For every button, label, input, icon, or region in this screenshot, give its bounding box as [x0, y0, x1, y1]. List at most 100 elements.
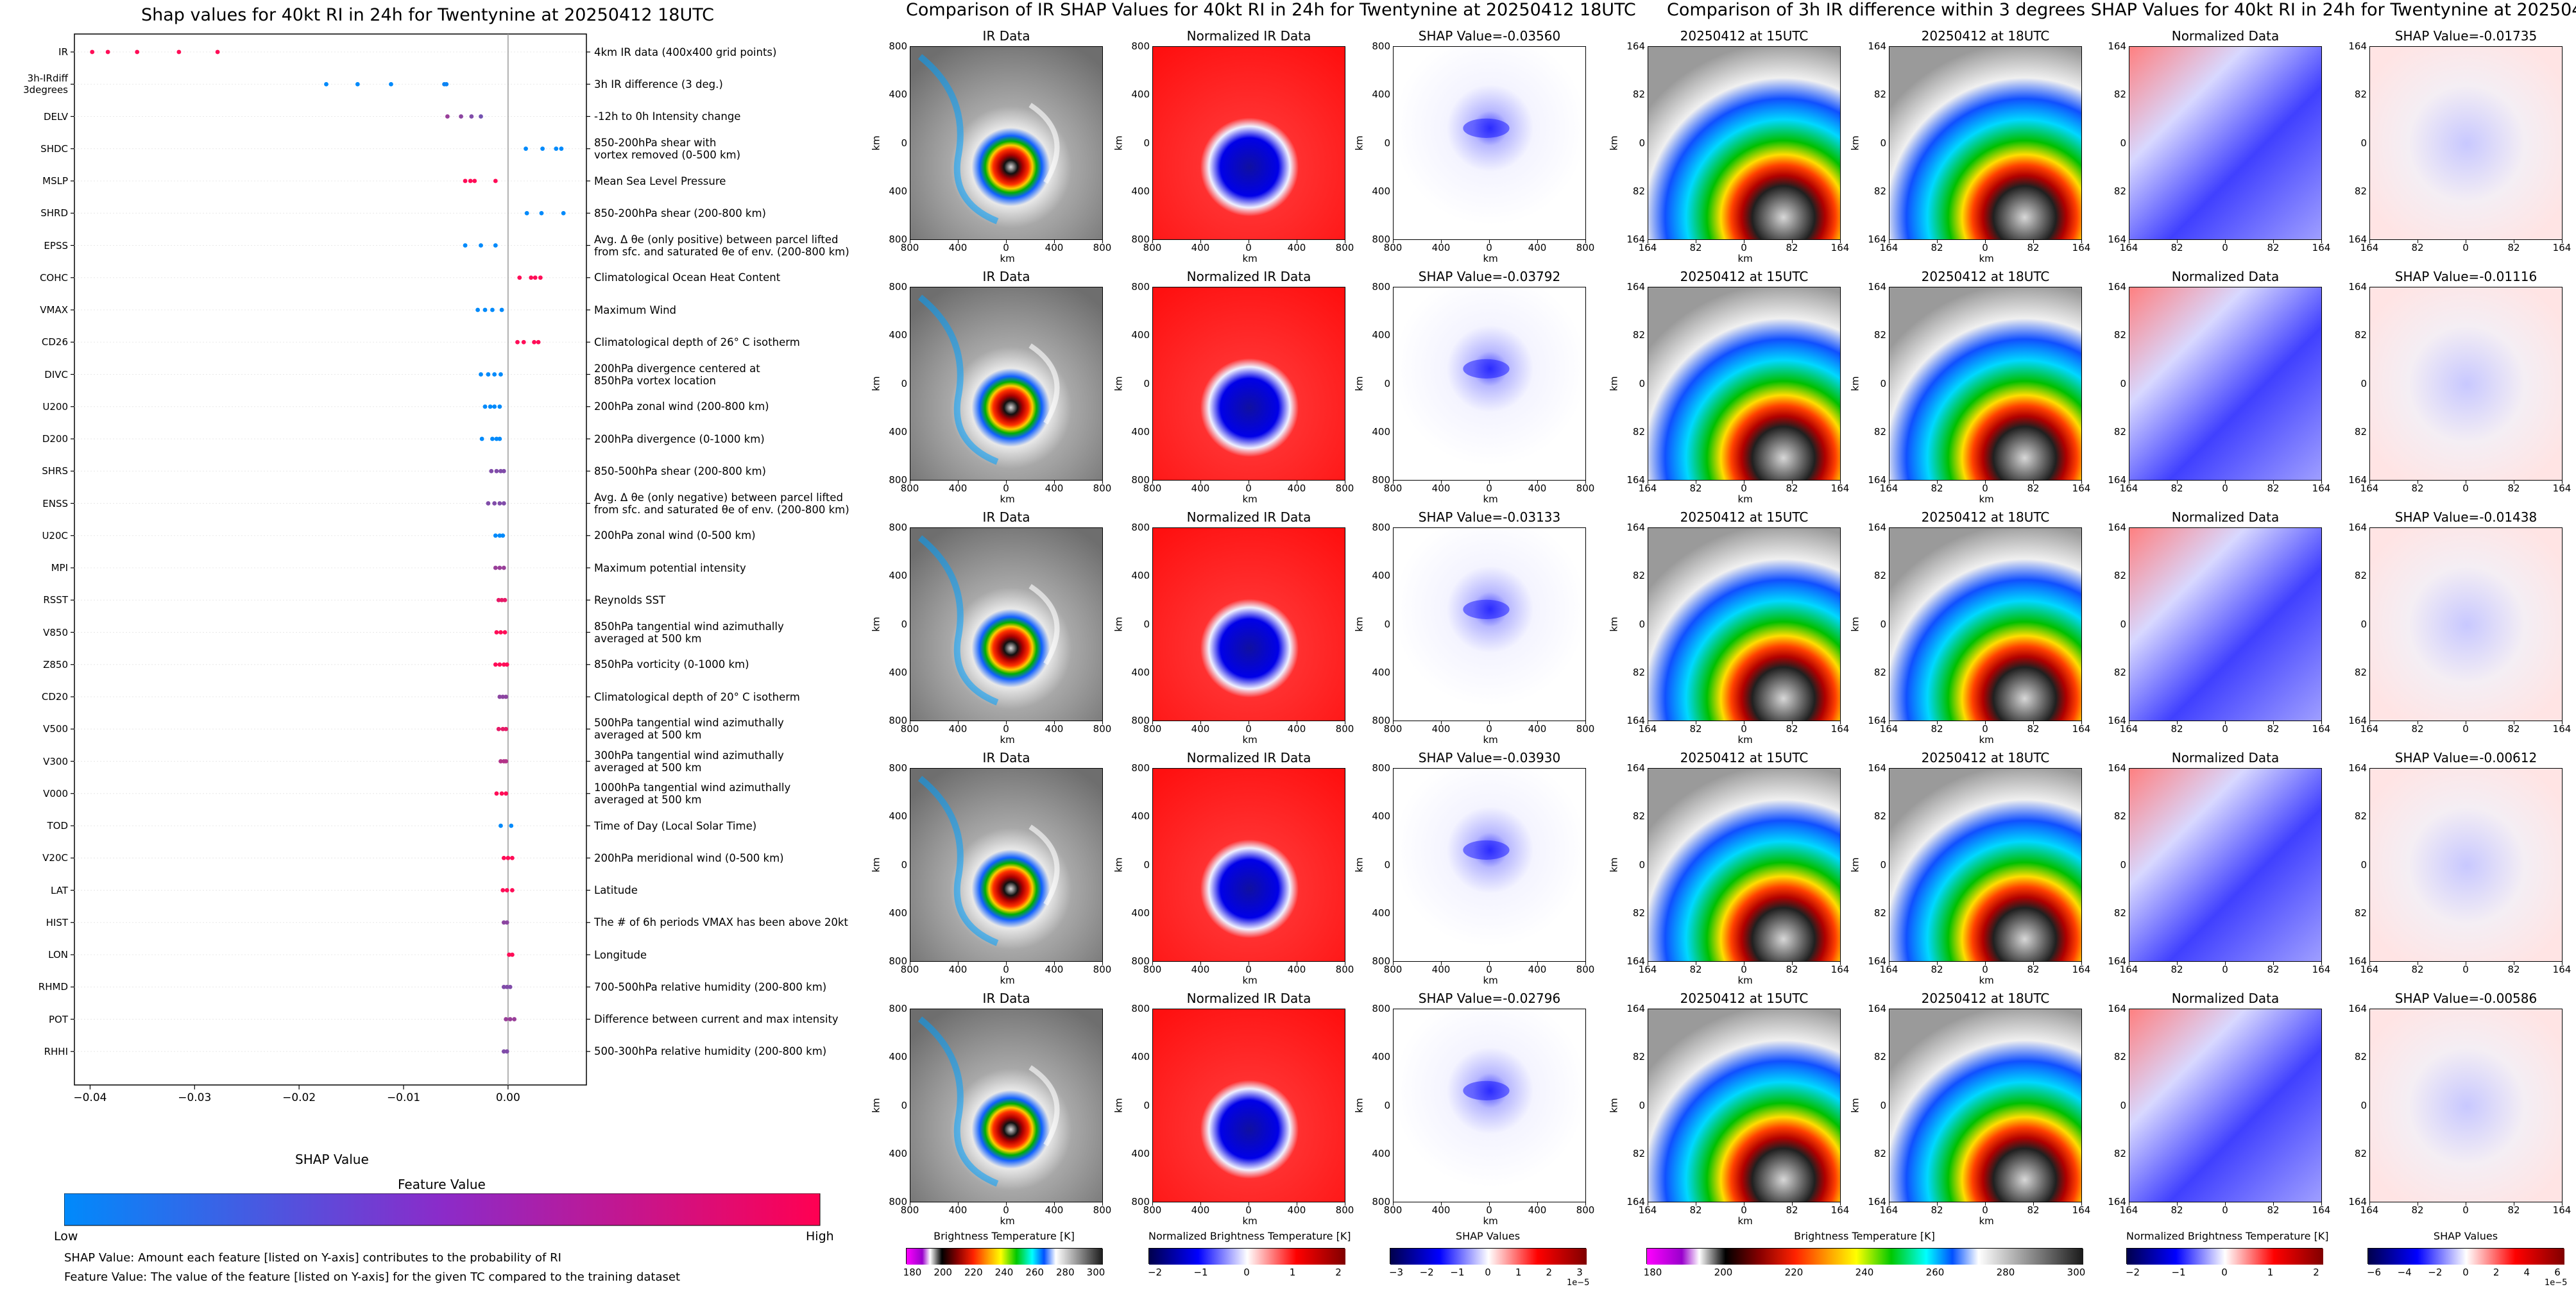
- x-tick-label: 800: [900, 723, 919, 735]
- x-tick-mark: [2273, 240, 2274, 243]
- ir-normalized-colorbar: [1148, 1248, 1345, 1265]
- shap-point: [479, 372, 483, 377]
- shap-panel-title: SHAP Value=-0.00586: [2394, 991, 2538, 1006]
- x-axis-km-label: km: [1979, 734, 1994, 746]
- x-tick-mark: [2225, 721, 2226, 724]
- x-tick-mark: [2562, 721, 2563, 724]
- x-tick-label: 0: [2462, 482, 2469, 494]
- normalized-ir-panel-image: [1153, 47, 1345, 239]
- x-tick-label: 164: [2552, 242, 2572, 253]
- x-tick-mark: [2081, 1202, 2082, 1206]
- x-tick-mark: [2369, 1202, 2370, 1206]
- y-axis-km-label: km: [1849, 857, 1861, 873]
- colorbar-tick-label: 0: [1485, 1267, 1491, 1278]
- feature-description: Time of Day (Local Solar Time): [594, 819, 757, 832]
- shap-point: [492, 501, 497, 506]
- feature-name-label: 3h-IRdiff 3degrees: [23, 73, 68, 96]
- shap-panel-title: SHAP Value=-0.03792: [1418, 269, 1561, 284]
- y-tick-label: 164: [2108, 40, 2126, 52]
- diff-15utc-panel-image: [1648, 528, 1840, 721]
- diff-18utc-panel-image: [1889, 47, 2081, 239]
- x-tick-label: 164: [2072, 723, 2091, 735]
- panel-title: IR Data: [982, 991, 1030, 1006]
- shap-point: [489, 468, 494, 474]
- y-tick-label: 400: [1131, 425, 1150, 438]
- y-tick-label: 82: [2113, 185, 2126, 197]
- y-tick-label: 800: [1131, 715, 1150, 726]
- x-tick-label: 800: [1143, 1204, 1162, 1216]
- x-axis-km-label: km: [1737, 975, 1753, 986]
- y-tick-label: 82: [1873, 666, 1886, 678]
- x-tick-label: 400: [1528, 1204, 1547, 1216]
- x-tick-mark: [1006, 962, 1007, 965]
- x-tick-mark: [1489, 481, 1490, 484]
- x-tick-label: 400: [1431, 723, 1451, 735]
- shap-point: [517, 275, 522, 280]
- y-axis-km-label: km: [1353, 135, 1365, 151]
- feature-description: Climatological Ocean Heat Content: [594, 271, 781, 284]
- y-tick-label: 400: [1372, 810, 1390, 823]
- x-tick-label: 800: [1093, 964, 1112, 975]
- shap-point: [504, 984, 509, 989]
- x-tick-label: 82: [2027, 1204, 2040, 1216]
- shap-point: [559, 146, 564, 151]
- x-tick-label: 0: [1982, 723, 1988, 735]
- x-tick-label: 400: [1287, 964, 1306, 975]
- y-axis-km-label: km: [870, 376, 882, 391]
- feature-name-label: LAT: [51, 884, 68, 896]
- x-tick-mark: [1985, 721, 1986, 724]
- x-tick-label: 800: [1143, 723, 1162, 735]
- x-tick-label: 82: [1786, 964, 1798, 975]
- feature-description: The # of 6h periods VMAX has been above …: [594, 916, 848, 929]
- x-tick-label: 164: [1830, 1204, 1850, 1216]
- y-tick-label: 800: [889, 955, 907, 967]
- y-axis-km-label: km: [1849, 135, 1861, 151]
- y-tick-label: 400: [889, 810, 907, 823]
- y-tick-label: 164: [2108, 1196, 2126, 1208]
- diff-shap-colorbar: [2367, 1248, 2564, 1265]
- colorbar-tick-label: 1: [1515, 1267, 1522, 1278]
- x-tick-mark: [1393, 721, 1394, 724]
- colorbar-tick-label: 4: [2523, 1267, 2530, 1278]
- x-axis-km-label: km: [1737, 734, 1753, 746]
- shap-point: [490, 307, 495, 312]
- colorbar-high-label: High: [806, 1229, 834, 1243]
- shap-point: [533, 275, 538, 280]
- x-tick-label: 800: [900, 964, 919, 975]
- x-tick-label: 800: [1335, 242, 1354, 253]
- x-tick-label: 400: [1191, 242, 1210, 253]
- x-tick-label: 164: [2072, 964, 2091, 975]
- x-tick-label: 82: [2411, 482, 2424, 494]
- ir-shap-panel-image: [1394, 528, 1585, 721]
- x-tick-label: 800: [900, 1204, 919, 1216]
- x-tick-label: 164: [2072, 242, 2091, 253]
- diff-15utc-panel: [1648, 46, 1841, 240]
- x-axis-km-label: km: [1242, 734, 1258, 746]
- shap-point: [355, 81, 360, 87]
- diff-normalized-colorbar-label: Normalized Brightness Temperature [K]: [2126, 1230, 2329, 1242]
- x-tick-mark: [1393, 1202, 1394, 1206]
- y-tick-label: 0: [1639, 377, 1645, 389]
- y-tick-label: 800: [889, 1196, 907, 1208]
- diff-normalized-colorbar: [2126, 1248, 2323, 1265]
- y-axis-km-label: km: [1113, 376, 1125, 391]
- x-tick-mark: [1441, 240, 1442, 243]
- ir-shap-panel-image: [1394, 769, 1585, 961]
- x-tick-label: 82: [2267, 964, 2280, 975]
- x-tick-label: 0: [2222, 482, 2228, 494]
- feature-name-label: CD20: [41, 691, 68, 703]
- y-tick-label: 0: [1384, 1099, 1390, 1111]
- x-tick-label: 164: [2312, 242, 2331, 253]
- y-tick-label: 82: [1873, 1147, 1886, 1159]
- x-tick-label: 0: [1003, 723, 1009, 735]
- feature-name-label: V850: [43, 626, 68, 638]
- diff-shap-panel-image: [2370, 47, 2562, 239]
- shap-point: [463, 178, 468, 184]
- x-tick-label: 82: [2267, 1204, 2280, 1216]
- panel-title: Normalized Data: [2171, 269, 2280, 284]
- x-tick-mark: [1985, 962, 1986, 965]
- shap-point: [502, 597, 508, 602]
- footnote-shap: SHAP Value: Amount each feature [listed …: [64, 1251, 561, 1265]
- shap-point: [561, 210, 566, 216]
- panel-title: Normalized Data: [2171, 28, 2280, 44]
